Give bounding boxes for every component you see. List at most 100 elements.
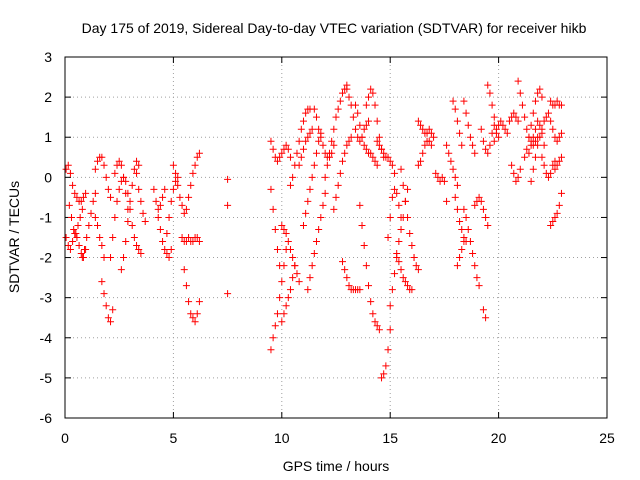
data-point <box>78 254 86 262</box>
data-point <box>325 149 333 157</box>
data-point <box>516 165 524 173</box>
data-point <box>130 165 138 173</box>
data-point <box>81 246 89 254</box>
data-point <box>345 282 353 290</box>
data-point <box>521 113 529 121</box>
data-point <box>306 129 314 137</box>
data-point <box>508 161 516 169</box>
data-point <box>347 133 355 141</box>
data-point <box>339 258 347 266</box>
data-point <box>124 217 132 225</box>
data-point <box>267 185 275 193</box>
data-point <box>102 173 110 181</box>
data-point <box>458 141 466 149</box>
data-point <box>362 145 370 153</box>
data-point <box>475 282 483 290</box>
data-point <box>419 125 427 133</box>
data-point <box>276 153 284 161</box>
data-point <box>289 173 297 181</box>
data-point <box>267 346 275 354</box>
data-point <box>182 282 190 290</box>
data-point <box>293 270 301 278</box>
data-point <box>557 189 565 197</box>
data-point <box>395 258 403 266</box>
data-point <box>384 234 392 241</box>
data-point <box>373 137 381 145</box>
data-point <box>382 362 390 370</box>
data-point <box>501 125 509 133</box>
data-point <box>408 242 416 250</box>
data-point <box>189 314 197 322</box>
data-point <box>133 157 141 165</box>
data-point <box>126 197 134 205</box>
data-point <box>295 137 303 145</box>
data-point <box>547 221 555 229</box>
data-point <box>482 213 490 221</box>
data-point <box>308 173 316 181</box>
data-point <box>417 121 425 129</box>
data-point <box>163 229 171 237</box>
data-point <box>432 169 440 177</box>
data-point <box>62 234 70 241</box>
data-point <box>310 250 318 258</box>
data-point <box>339 89 347 97</box>
data-point <box>531 97 539 105</box>
data-point <box>64 161 72 169</box>
data-point <box>133 242 141 250</box>
data-point <box>410 254 418 262</box>
data-point <box>167 246 175 254</box>
data-point <box>360 141 368 149</box>
data-point <box>72 229 80 237</box>
data-point <box>308 262 316 270</box>
data-point <box>312 238 320 246</box>
data-point <box>310 161 318 169</box>
data-point <box>79 193 87 201</box>
data-point <box>154 205 162 213</box>
data-point <box>297 153 305 161</box>
x-tick-label: 25 <box>599 430 615 446</box>
data-point <box>440 177 448 185</box>
data-point <box>282 141 290 149</box>
data-point <box>499 121 507 129</box>
data-point <box>388 286 396 294</box>
data-point <box>109 306 117 314</box>
data-point <box>473 274 481 282</box>
data-point <box>152 197 160 205</box>
data-point <box>111 169 119 177</box>
data-point <box>299 145 307 153</box>
data-point <box>365 282 373 290</box>
data-point <box>417 157 425 165</box>
data-point <box>475 193 483 201</box>
data-point <box>464 121 472 129</box>
data-point <box>386 326 394 334</box>
data-point <box>308 125 316 133</box>
data-point <box>137 250 145 258</box>
data-point <box>514 77 522 85</box>
y-tick-label: -2 <box>40 250 53 266</box>
data-point <box>286 246 294 254</box>
data-point <box>172 177 180 185</box>
data-point <box>391 270 399 278</box>
data-point <box>120 254 128 262</box>
data-point <box>414 161 422 169</box>
data-point <box>399 181 407 189</box>
data-point <box>189 238 197 246</box>
data-point <box>371 318 379 326</box>
data-point <box>341 266 349 274</box>
data-point <box>397 165 405 173</box>
data-point <box>306 274 314 282</box>
data-point <box>538 125 546 133</box>
data-point <box>356 286 364 294</box>
data-point <box>107 193 115 201</box>
data-point <box>557 129 565 137</box>
data-point <box>534 141 542 149</box>
data-point <box>115 157 123 165</box>
data-point <box>553 97 561 105</box>
data-point <box>378 145 386 153</box>
y-tick-label: -4 <box>40 330 53 346</box>
data-point <box>139 209 147 217</box>
data-point <box>286 181 294 189</box>
data-point <box>71 189 79 197</box>
data-point <box>343 141 351 149</box>
data-point <box>521 153 529 161</box>
